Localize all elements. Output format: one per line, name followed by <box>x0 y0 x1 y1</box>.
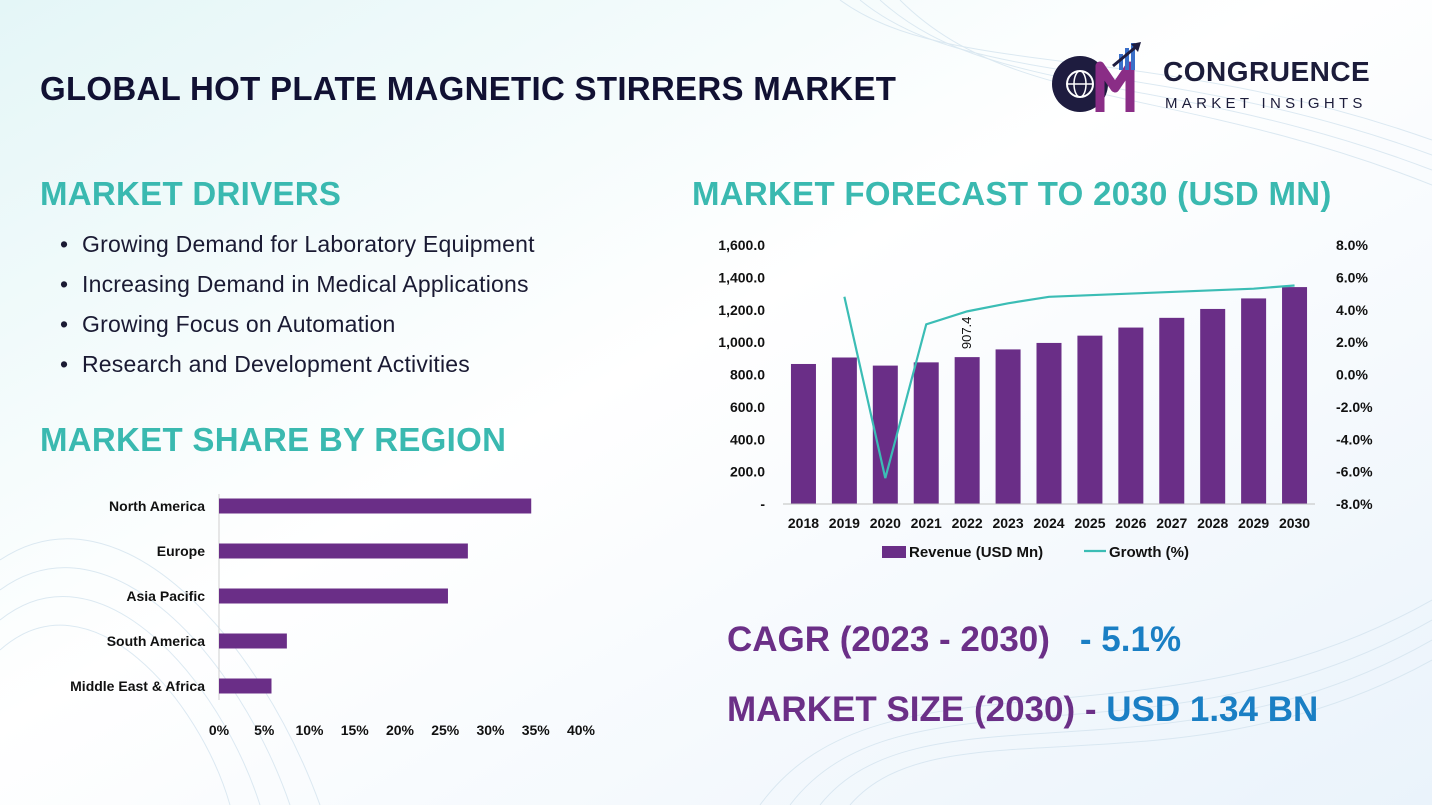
x-axis-tick-label: 2019 <box>829 515 860 531</box>
region-x-tick-label: 5% <box>254 722 275 738</box>
legend-swatch-revenue <box>882 546 906 558</box>
revenue-bar <box>954 357 980 504</box>
market-size-stat: MARKET SIZE (2030) - USD 1.34 BN <box>727 690 1318 730</box>
x-axis-tick-label: 2021 <box>911 515 942 531</box>
y-axis-tick-label: 600.0 <box>730 399 765 415</box>
growth-line <box>843 284 1295 479</box>
x-axis-tick-label: 2029 <box>1238 515 1269 531</box>
y2-axis-tick-label: 0.0% <box>1336 367 1368 383</box>
market-drivers-list: Growing Demand for Laboratory Equipment … <box>60 231 660 391</box>
x-axis-tick-label: 2018 <box>788 515 819 531</box>
market-forecast-heading: MARKET FORECAST TO 2030 (USD MN) <box>692 175 1332 212</box>
x-axis-tick-label: 2025 <box>1074 515 1105 531</box>
market-size-label: MARKET SIZE (2030) - <box>727 690 1097 729</box>
revenue-bar <box>913 362 939 504</box>
y2-axis-tick-label: -6.0% <box>1336 464 1373 480</box>
region-x-tick-label: 35% <box>522 722 551 738</box>
region-x-tick-label: 15% <box>341 722 370 738</box>
revenue-bar <box>995 349 1021 504</box>
region-bar <box>219 588 448 604</box>
region-label: Asia Pacific <box>126 588 205 604</box>
y2-axis-tick-label: 4.0% <box>1336 302 1368 318</box>
region-bar <box>219 633 287 649</box>
y2-axis-tick-label: -8.0% <box>1336 496 1373 512</box>
logo-subtitle: MARKET INSIGHTS <box>1165 95 1367 112</box>
revenue-bar <box>1241 298 1267 504</box>
x-axis-tick-label: 2028 <box>1197 515 1228 531</box>
revenue-bar <box>1118 327 1144 504</box>
y-axis-tick-label: 400.0 <box>730 431 765 447</box>
market-forecast-chart: - 200.0 400.0 600.0 800.0 1,000.0 1,200.0 1,400… <box>690 228 1410 573</box>
region-x-tick-label: 30% <box>476 722 505 738</box>
company-logo: CONGRUENCE MARKET INSIGHTS <box>1045 40 1405 120</box>
revenue-bar <box>1036 342 1062 504</box>
forecast-svg: - 200.0 400.0 600.0 800.0 1,000.0 1,200.0 1,400… <box>718 237 1373 561</box>
region-label: South America <box>107 633 205 649</box>
region-label: Europe <box>157 543 205 559</box>
legend-label-growth: Growth (%) <box>1109 544 1189 561</box>
y2-axis-tick-label: -4.0% <box>1336 431 1373 447</box>
y2-axis-tick-label: 2.0% <box>1336 334 1368 350</box>
revenue-bar <box>1159 317 1185 504</box>
driver-item: Growing Focus on Automation <box>60 311 660 351</box>
y2-axis-tick-label: -2.0% <box>1336 399 1373 415</box>
y-axis-tick-label: 200.0 <box>730 464 765 480</box>
y-axis-tick-label: 1,600.0 <box>718 237 765 253</box>
logo-name: CONGRUENCE <box>1163 56 1371 87</box>
region-label: North America <box>109 498 205 514</box>
bar-data-label: 907.4 <box>959 317 974 350</box>
driver-item: Research and Development Activities <box>60 351 660 391</box>
region-label: Middle East & Africa <box>70 678 205 694</box>
market-size-value: USD 1.34 BN <box>1106 690 1319 729</box>
x-axis-tick-label: 2022 <box>952 515 983 531</box>
y-axis-tick-label: 800.0 <box>730 367 765 383</box>
y2-axis-tick-label: 6.0% <box>1336 269 1368 285</box>
legend-label-revenue: Revenue (USD Mn) <box>909 544 1043 561</box>
y-axis-tick-label: 1,200.0 <box>718 302 765 318</box>
market-share-heading: MARKET SHARE BY REGION <box>40 421 507 458</box>
revenue-bar <box>831 357 857 504</box>
x-axis-tick-label: 2026 <box>1115 515 1146 531</box>
revenue-bar <box>1282 287 1308 504</box>
region-x-tick-label: 20% <box>386 722 415 738</box>
cagr-value: - 5.1% <box>1079 620 1182 659</box>
page-title: GLOBAL HOT PLATE MAGNETIC STIRRERS MARKE… <box>40 70 897 107</box>
region-x-tick-label: 40% <box>567 722 596 738</box>
driver-item: Growing Demand for Laboratory Equipment <box>60 231 660 271</box>
y2-axis-tick-label: 8.0% <box>1336 237 1368 253</box>
region-x-tick-label: 10% <box>295 722 324 738</box>
market-drivers-heading: MARKET DRIVERS <box>40 175 342 212</box>
x-axis-tick-label: 2024 <box>1033 515 1064 531</box>
x-axis-tick-label: 2030 <box>1279 515 1310 531</box>
region-x-tick-label: 25% <box>431 722 460 738</box>
region-bar <box>219 498 532 514</box>
revenue-bar <box>1077 335 1103 504</box>
region-bar <box>219 543 468 559</box>
y-axis-tick-label: 1,000.0 <box>718 334 765 350</box>
region-share-svg: North America Europe Asia Pacific South Ame… <box>70 494 596 738</box>
revenue-bar <box>1200 308 1226 504</box>
driver-item: Increasing Demand in Medical Application… <box>60 271 660 311</box>
y-axis-tick-label: - <box>760 496 765 512</box>
cagr-stat: CAGR (2023 - 2030) - 5.1% <box>727 620 1181 660</box>
region-share-chart: North America Europe Asia Pacific South Ame… <box>0 480 640 750</box>
logo-mark-icon <box>1052 42 1141 112</box>
x-axis-tick-label: 2023 <box>992 515 1023 531</box>
region-bar <box>219 678 272 694</box>
revenue-bar <box>872 365 898 504</box>
region-x-tick-label: 0% <box>209 722 230 738</box>
revenue-bar <box>790 363 816 504</box>
x-axis-tick-label: 2027 <box>1156 515 1187 531</box>
cagr-label: CAGR (2023 - 2030) <box>727 620 1050 659</box>
x-axis-tick-label: 2020 <box>870 515 901 531</box>
y-axis-tick-label: 1,400.0 <box>718 269 765 285</box>
